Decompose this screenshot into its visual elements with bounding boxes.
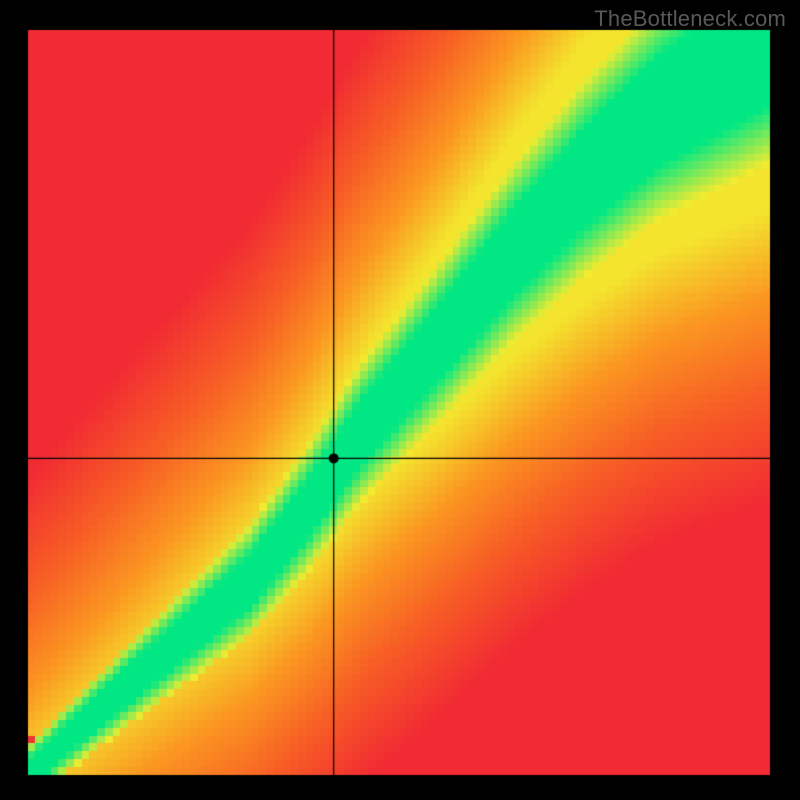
watermark-text: TheBottleneck.com — [594, 6, 786, 32]
chart-container: TheBottleneck.com — [0, 0, 800, 800]
bottleneck-heatmap — [0, 0, 800, 800]
